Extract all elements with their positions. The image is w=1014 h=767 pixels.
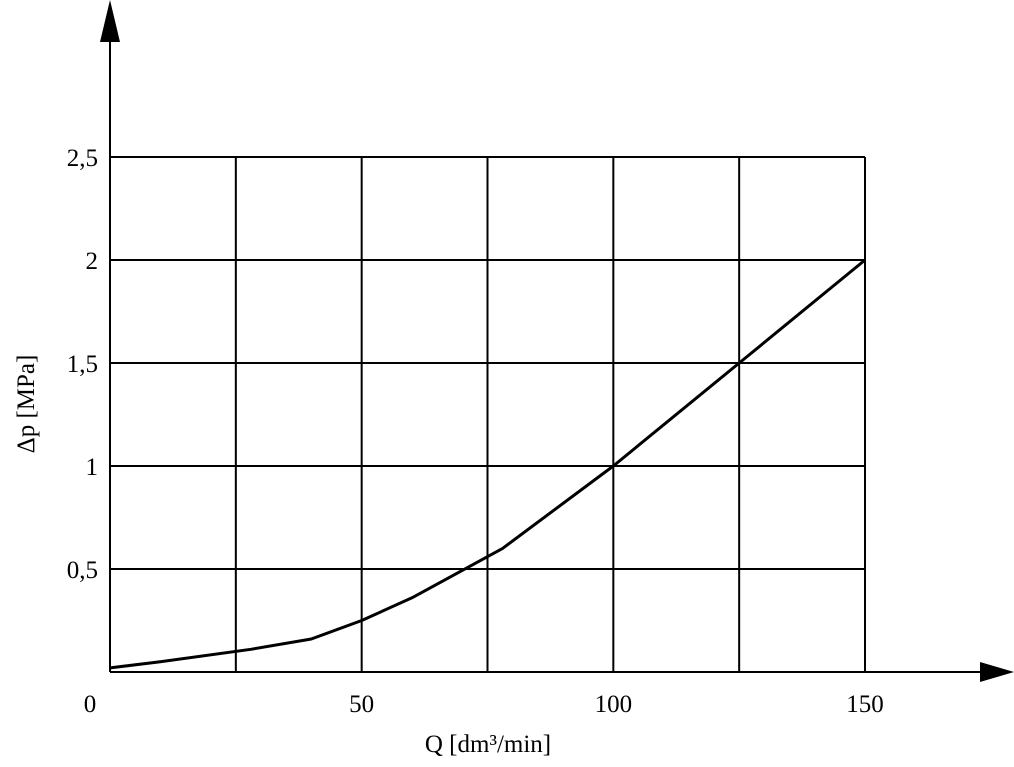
y-tick-label: 1 — [86, 454, 99, 481]
axes — [100, 0, 1014, 682]
x-axis-arrow — [980, 662, 1014, 682]
y-tick-label: 2,5 — [67, 145, 98, 172]
x-tick-label: 150 — [846, 691, 884, 718]
x-tick-label: 50 — [349, 691, 374, 718]
x-tick-label: 100 — [595, 691, 633, 718]
y-axis-arrow — [100, 0, 120, 42]
y-tick-label: 2 — [86, 248, 99, 275]
x-axis-label: Q [dm³/min] — [425, 731, 551, 758]
y-axis-label: Δp [MPa] — [13, 355, 40, 454]
x-tick-label: 0 — [84, 691, 97, 718]
x-tick-labels: 0 50 100 150 — [84, 691, 884, 718]
y-tick-label: 1,5 — [67, 351, 98, 378]
series-line — [109, 258, 866, 670]
y-tick-label: 0,5 — [67, 557, 98, 584]
y-tick-labels: 0,5 1 1,5 2 2,5 — [67, 145, 98, 584]
grid — [110, 156, 866, 672]
